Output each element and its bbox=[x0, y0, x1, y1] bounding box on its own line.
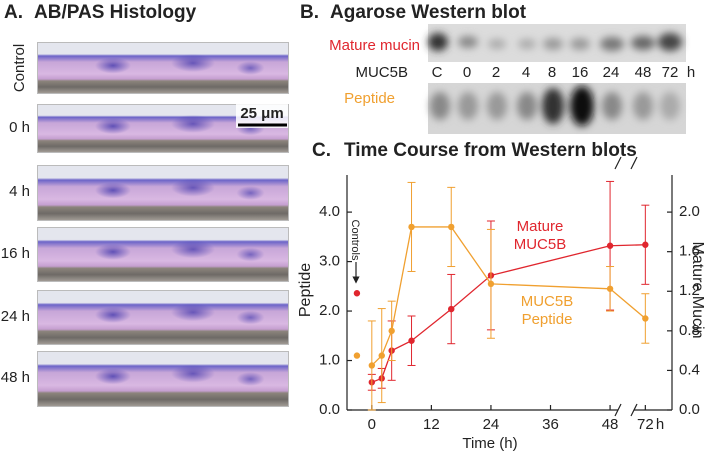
lane-strip bbox=[428, 62, 698, 83]
x-tick-label: 24 bbox=[483, 416, 500, 433]
panel-label: C. bbox=[312, 140, 331, 161]
y2-tick-label: 0.4 bbox=[679, 361, 700, 378]
lane-label: 16 bbox=[572, 64, 589, 81]
data-point bbox=[487, 280, 495, 288]
y-tick-label: 3.0 bbox=[319, 253, 340, 270]
y2-tick-label: 1.2 bbox=[679, 282, 700, 299]
y-axis-label: Peptide bbox=[297, 263, 314, 317]
data-point bbox=[388, 327, 395, 335]
axis-break bbox=[614, 403, 622, 417]
histology-image bbox=[37, 165, 289, 221]
axis-break bbox=[630, 403, 638, 417]
series-label: Mature MUC5B bbox=[513, 218, 567, 253]
band-label: Mature mucin bbox=[329, 37, 420, 54]
row-label: 48 h bbox=[1, 369, 30, 386]
data-point bbox=[642, 315, 649, 322]
x-tick-label: 12 bbox=[423, 416, 440, 433]
y2-axis-label: Mature Mucin bbox=[689, 242, 706, 339]
scale-bar-label: 25 μm bbox=[240, 105, 283, 122]
data-point bbox=[448, 223, 455, 231]
lane-label: C bbox=[432, 64, 443, 81]
data-point bbox=[642, 241, 649, 248]
y2-tick-label: 2.0 bbox=[679, 203, 700, 220]
series-line bbox=[371, 226, 646, 366]
controls-annotation: Controls bbox=[349, 220, 361, 261]
blot-bands bbox=[428, 33, 682, 126]
histology-image bbox=[37, 290, 289, 345]
series-label: MUC5B Peptide bbox=[520, 293, 574, 328]
series-line bbox=[371, 244, 646, 383]
chart-title: Time Course from Western blots bbox=[344, 140, 637, 161]
lane-label: 72 bbox=[662, 64, 679, 81]
y2-tick-label: 0.8 bbox=[679, 322, 700, 339]
control-point bbox=[353, 352, 361, 359]
y-tick-label: 2.0 bbox=[319, 302, 340, 319]
row-label: Control bbox=[11, 44, 28, 92]
lane-label: 2 bbox=[492, 64, 500, 81]
row-label: 16 h bbox=[1, 245, 30, 262]
row-label: 24 h bbox=[1, 308, 30, 325]
axis-break bbox=[614, 156, 622, 170]
lane-label: 48 bbox=[635, 64, 652, 81]
lane-label: 24 bbox=[603, 64, 620, 81]
control-point bbox=[353, 290, 361, 297]
x-tick-label: 0 bbox=[368, 416, 376, 433]
y2-tick-label: 0.0 bbox=[679, 401, 700, 418]
x-tick-label: 72 bbox=[637, 416, 654, 433]
x-tick-label: 48 bbox=[602, 416, 619, 433]
lane-unit: h bbox=[687, 64, 695, 81]
data-point bbox=[408, 337, 415, 344]
histology-image bbox=[37, 42, 289, 94]
band-label: Peptide bbox=[344, 90, 395, 107]
band-label: MUC5B bbox=[355, 64, 408, 81]
y-tick-label: 1.0 bbox=[319, 351, 340, 368]
data-point bbox=[408, 223, 415, 231]
y2-tick-label: 1.6 bbox=[679, 243, 700, 260]
panel-title: Agarose Western blot bbox=[330, 2, 527, 23]
lane-label: 0 bbox=[463, 64, 471, 81]
histology-image bbox=[37, 351, 289, 407]
data-point bbox=[606, 242, 614, 249]
data-point bbox=[368, 362, 376, 369]
lane-label: 8 bbox=[548, 64, 556, 81]
lane-label: 4 bbox=[522, 64, 530, 81]
y-tick-label: 4.0 bbox=[319, 203, 340, 220]
x-axis-label: Time (h) bbox=[462, 435, 517, 452]
data-point bbox=[606, 285, 614, 292]
data-point bbox=[378, 352, 385, 359]
y-tick-label: 0.0 bbox=[319, 401, 340, 418]
row-label: 0 h bbox=[9, 119, 30, 136]
row-label: 4 h bbox=[9, 183, 30, 200]
histology-image bbox=[37, 227, 289, 282]
panel-label: B. bbox=[300, 2, 319, 23]
data-point bbox=[448, 305, 455, 313]
panel-label: A. bbox=[4, 2, 23, 23]
panel-title: AB/PAS Histology bbox=[34, 2, 197, 23]
axis-break bbox=[630, 156, 638, 170]
x-unit: h bbox=[656, 416, 664, 433]
x-tick-label: 36 bbox=[542, 416, 559, 433]
